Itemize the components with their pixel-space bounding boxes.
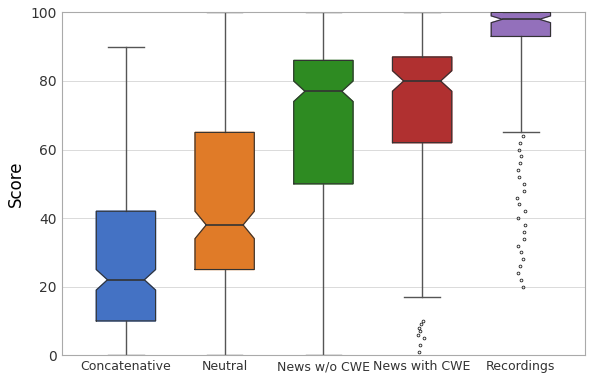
Polygon shape (195, 132, 255, 269)
Polygon shape (294, 60, 353, 184)
Polygon shape (392, 57, 452, 142)
Polygon shape (96, 211, 156, 321)
Polygon shape (491, 13, 551, 36)
Y-axis label: Score: Score (7, 161, 25, 207)
